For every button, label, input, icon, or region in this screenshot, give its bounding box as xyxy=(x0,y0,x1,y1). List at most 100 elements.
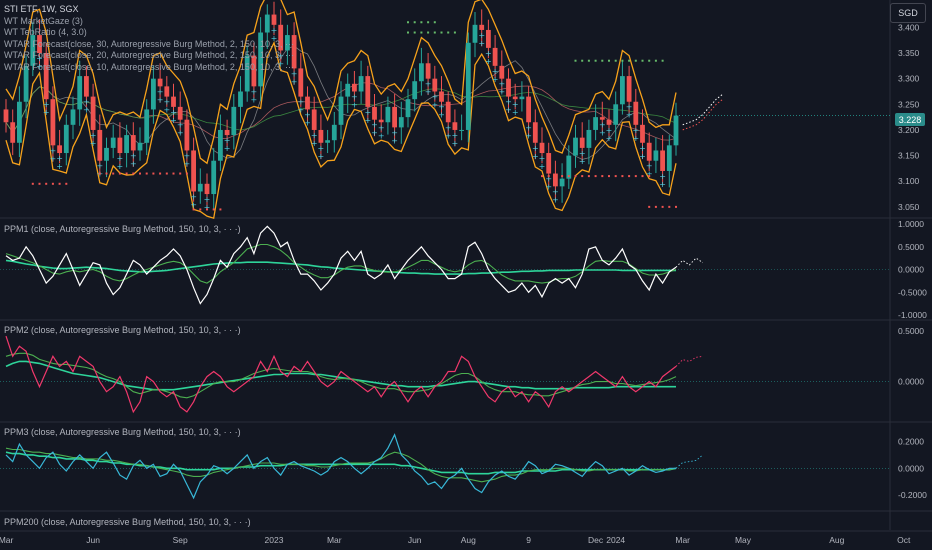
level-dot xyxy=(172,172,175,175)
candle-body xyxy=(352,83,357,92)
indicator-forecast-10[interactable]: WTAR Forecast(close, 10, Autoregressive … xyxy=(4,61,294,72)
indicator-forecast-30[interactable]: WTAR Forecast(close, 30, Autoregressive … xyxy=(4,38,294,49)
symbol-title[interactable]: STI ETF, 1W, SGX xyxy=(4,4,79,14)
signal-cross: + xyxy=(492,67,499,76)
level-dot xyxy=(661,205,664,208)
time-tick-label: Dec xyxy=(588,535,604,545)
ppm1-slow-line xyxy=(5,259,676,275)
level-dot xyxy=(58,182,61,185)
signal-cross: + xyxy=(56,154,63,163)
time-tick-label: Mar xyxy=(675,535,690,545)
time-tick-label: Sep xyxy=(173,535,188,545)
signal-cross: + xyxy=(170,108,177,117)
signal-cross: + xyxy=(498,80,505,89)
ppm1-tick-label: 0.5000 xyxy=(898,242,924,252)
signal-cross: + xyxy=(626,103,633,112)
level-dot xyxy=(641,175,644,178)
signal-cross: + xyxy=(391,128,398,137)
signal-cross: + xyxy=(190,192,197,201)
candle-body xyxy=(177,106,183,120)
candle-body xyxy=(10,122,16,143)
signal-cross: + xyxy=(90,139,97,148)
signal-cross: + xyxy=(639,144,646,153)
level-dot xyxy=(614,175,617,178)
time-tick-label: 2023 xyxy=(265,535,284,545)
signal-cross: + xyxy=(56,162,63,171)
signal-cross: + xyxy=(351,92,358,101)
price-tick-label: 3.100 xyxy=(898,176,920,186)
candle-body xyxy=(117,137,123,154)
level-dot xyxy=(634,59,637,62)
candle-body xyxy=(318,129,324,143)
candle-body xyxy=(486,29,491,48)
candle-body xyxy=(258,32,263,87)
signal-cross: + xyxy=(318,152,325,161)
level-dot xyxy=(45,182,48,185)
level-dot xyxy=(641,59,644,62)
level-dot xyxy=(420,21,423,24)
level-dot xyxy=(587,59,590,62)
candle-body xyxy=(532,122,538,143)
candle-body xyxy=(191,150,196,192)
ppm1-main-line xyxy=(5,225,677,305)
time-tick-label: Jun xyxy=(408,535,422,545)
lower-band-line xyxy=(5,40,677,220)
currency-button[interactable]: SGD xyxy=(890,3,926,23)
signal-cross: + xyxy=(579,157,586,166)
level-dot xyxy=(206,208,208,211)
candle-body xyxy=(90,96,96,130)
signal-cross: + xyxy=(224,136,231,145)
time-tick-label: Oct xyxy=(897,535,911,545)
ppm3-main-line xyxy=(5,433,676,500)
ppm3-label[interactable]: PPM3 (close, Autoregressive Burg Method,… xyxy=(4,427,241,437)
candle-body xyxy=(432,78,438,92)
candle-body xyxy=(425,63,431,79)
ppm200-label[interactable]: PPM200 (close, Autoregressive Burg Metho… xyxy=(4,517,251,527)
level-dot xyxy=(453,31,456,34)
ppm2-label[interactable]: PPM2 (close, Autoregressive Burg Method,… xyxy=(4,325,241,335)
candle-body xyxy=(151,78,156,110)
signal-cross: + xyxy=(539,154,546,163)
level-dot xyxy=(601,175,604,178)
time-tick-label: Aug xyxy=(461,535,476,545)
signal-cross: + xyxy=(83,106,90,115)
level-dot xyxy=(668,205,671,208)
upper-band-line xyxy=(5,0,677,165)
level-dot xyxy=(125,172,128,175)
level-dot xyxy=(112,172,115,175)
ppm2-tick-label: 0.0000 xyxy=(898,377,924,387)
candle-body xyxy=(640,124,645,143)
signal-cross: + xyxy=(539,162,546,171)
candle-body xyxy=(566,155,572,179)
candle-body xyxy=(378,119,384,123)
signal-cross: + xyxy=(177,129,184,138)
indicator-marketgaze[interactable]: WT MarketGaze (3) xyxy=(4,15,83,26)
candle-body xyxy=(673,115,679,146)
signal-cross: + xyxy=(291,77,298,86)
signal-cross: + xyxy=(438,103,445,112)
candle-body xyxy=(606,119,612,125)
candle-body xyxy=(37,35,42,54)
level-dot xyxy=(654,59,657,62)
candle-body xyxy=(157,78,163,87)
level-dot xyxy=(594,175,597,178)
price-tick-label: 3.050 xyxy=(898,202,920,212)
signal-cross: + xyxy=(83,98,90,107)
level-dot xyxy=(427,31,430,34)
ppm1-label[interactable]: PPM1 (close, Autoregressive Burg Method,… xyxy=(4,224,241,234)
candle-body xyxy=(325,140,330,143)
indicator-tebratio[interactable]: WT TebRatio (4, 3.0) xyxy=(4,27,87,37)
level-dot xyxy=(574,59,577,62)
signal-cross: + xyxy=(552,195,559,204)
level-dot xyxy=(98,172,101,175)
level-dot xyxy=(601,59,604,62)
indicator-forecast-20[interactable]: WTAR Forecast(close, 20, Autoregressive … xyxy=(4,50,294,60)
price-tick-label: 3.200 xyxy=(898,125,920,135)
level-dot xyxy=(433,21,436,24)
signal-cross: + xyxy=(371,129,378,138)
time-tick-label: Aug xyxy=(829,535,844,545)
candle-body xyxy=(311,109,317,130)
candle-body xyxy=(17,101,22,143)
candle-body xyxy=(586,129,592,148)
signal-cross: + xyxy=(304,118,311,127)
